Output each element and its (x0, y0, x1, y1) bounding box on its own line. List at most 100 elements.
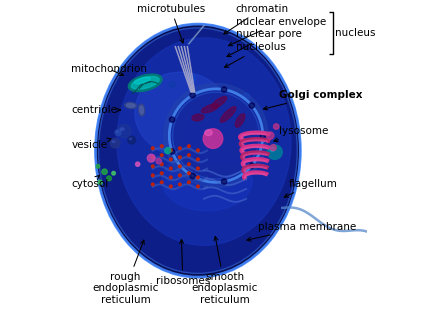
Ellipse shape (169, 81, 175, 87)
Ellipse shape (131, 77, 159, 89)
Ellipse shape (128, 74, 162, 92)
Ellipse shape (136, 162, 140, 166)
Ellipse shape (190, 173, 195, 179)
Ellipse shape (169, 149, 175, 154)
Ellipse shape (178, 156, 181, 159)
Ellipse shape (139, 104, 145, 116)
Ellipse shape (162, 151, 252, 211)
Ellipse shape (160, 154, 163, 156)
Text: microtubules: microtubules (137, 3, 205, 43)
Ellipse shape (190, 92, 195, 98)
Ellipse shape (197, 176, 199, 179)
Ellipse shape (98, 180, 102, 184)
Ellipse shape (127, 104, 135, 107)
Ellipse shape (115, 130, 121, 136)
Ellipse shape (273, 124, 279, 129)
Ellipse shape (187, 145, 190, 147)
Ellipse shape (187, 181, 190, 183)
Text: ribosomes: ribosomes (156, 239, 210, 286)
Ellipse shape (169, 117, 175, 122)
Text: lysosome: lysosome (274, 126, 329, 142)
Ellipse shape (110, 138, 120, 148)
Ellipse shape (117, 38, 291, 245)
Ellipse shape (169, 176, 172, 179)
Ellipse shape (178, 147, 181, 150)
Ellipse shape (160, 163, 163, 165)
Ellipse shape (151, 147, 154, 150)
Ellipse shape (102, 169, 107, 174)
Ellipse shape (98, 28, 297, 273)
Ellipse shape (169, 89, 263, 182)
Ellipse shape (243, 93, 249, 100)
Ellipse shape (197, 158, 199, 161)
Ellipse shape (178, 165, 181, 168)
Ellipse shape (169, 167, 172, 170)
Ellipse shape (249, 163, 254, 168)
Ellipse shape (134, 77, 150, 84)
Ellipse shape (128, 136, 136, 144)
Ellipse shape (151, 156, 154, 159)
Ellipse shape (197, 167, 199, 170)
Ellipse shape (270, 145, 276, 151)
Text: nucleolus: nucleolus (225, 42, 286, 67)
Text: chromatin: chromatin (224, 3, 289, 34)
Ellipse shape (188, 75, 196, 82)
Ellipse shape (151, 165, 154, 168)
Ellipse shape (260, 133, 265, 138)
Ellipse shape (116, 131, 118, 132)
Ellipse shape (221, 87, 227, 92)
Text: flagellum: flagellum (284, 179, 337, 197)
Ellipse shape (120, 128, 124, 130)
Ellipse shape (151, 183, 154, 186)
Text: plasma membrane: plasma membrane (247, 221, 356, 241)
Text: nuclear envelope: nuclear envelope (229, 16, 326, 46)
Ellipse shape (95, 24, 300, 277)
Ellipse shape (211, 97, 227, 108)
Ellipse shape (160, 172, 163, 174)
Ellipse shape (197, 149, 199, 152)
Ellipse shape (267, 132, 274, 139)
Ellipse shape (160, 181, 163, 183)
Ellipse shape (165, 148, 171, 154)
Ellipse shape (112, 171, 115, 175)
Text: smooth
endoplasmic
reticulum: smooth endoplasmic reticulum (192, 236, 258, 305)
Ellipse shape (169, 149, 172, 152)
Ellipse shape (147, 154, 155, 162)
Ellipse shape (220, 107, 236, 122)
Text: centriole: centriole (71, 105, 121, 115)
Ellipse shape (169, 185, 172, 188)
Text: mitochondrion: mitochondrion (71, 64, 147, 76)
Text: vesicle: vesicle (71, 138, 111, 150)
Ellipse shape (267, 145, 282, 159)
Ellipse shape (187, 154, 190, 156)
Ellipse shape (238, 172, 243, 178)
Ellipse shape (125, 102, 137, 109)
Ellipse shape (96, 165, 100, 168)
Ellipse shape (160, 145, 163, 147)
Ellipse shape (260, 159, 268, 167)
Ellipse shape (187, 163, 190, 165)
Text: rough
endoplasmic
reticulum: rough endoplasmic reticulum (92, 240, 159, 305)
Ellipse shape (135, 72, 231, 157)
Ellipse shape (270, 147, 275, 151)
Text: Golgi complex: Golgi complex (264, 90, 363, 110)
Ellipse shape (178, 174, 181, 177)
Ellipse shape (205, 130, 212, 136)
Ellipse shape (129, 138, 132, 140)
Ellipse shape (192, 114, 204, 121)
Ellipse shape (203, 129, 223, 148)
Ellipse shape (249, 103, 254, 108)
Ellipse shape (164, 83, 268, 188)
Text: nucleus: nucleus (335, 28, 375, 38)
Ellipse shape (201, 104, 219, 113)
Text: nuclear pore: nuclear pore (227, 30, 302, 57)
Ellipse shape (187, 172, 190, 174)
Ellipse shape (118, 124, 131, 138)
Ellipse shape (221, 179, 227, 184)
Ellipse shape (112, 141, 115, 143)
Ellipse shape (107, 176, 111, 181)
Ellipse shape (197, 185, 199, 188)
Ellipse shape (235, 114, 245, 127)
Ellipse shape (151, 174, 154, 177)
Ellipse shape (140, 106, 143, 114)
